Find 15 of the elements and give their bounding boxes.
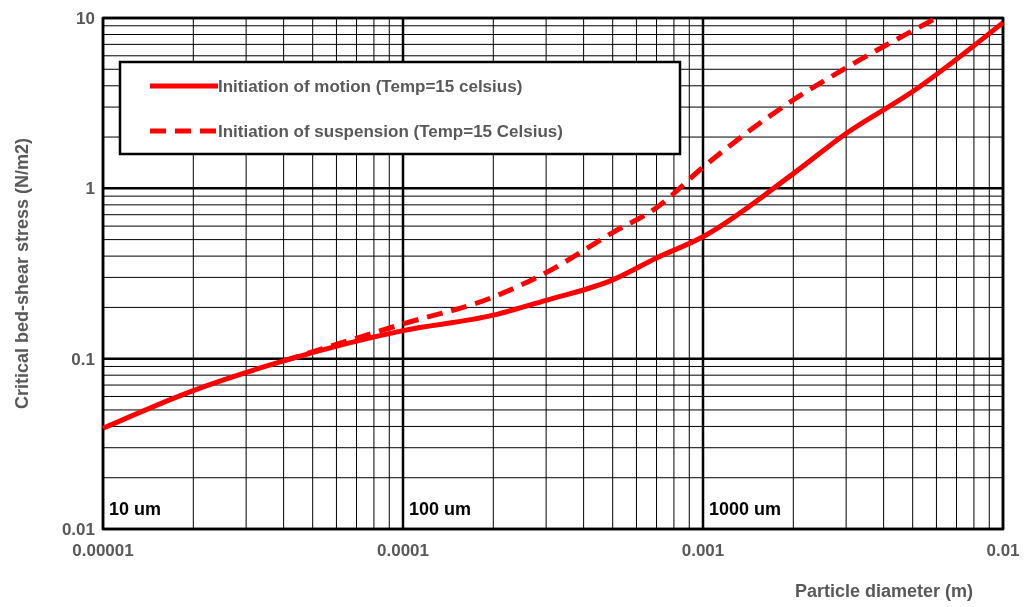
annotation: 100 um [409, 499, 472, 519]
legend-label: Initiation of suspension (Temp=15 Celsius) [218, 122, 563, 141]
y-tick-label: 0.01 [61, 520, 95, 539]
legend-label: Initiation of motion (Temp=15 celsius) [218, 77, 523, 96]
x-tick-label: 0.001 [681, 541, 725, 560]
x-tick-label: 0.0001 [377, 541, 429, 560]
x-tick-label: 0.00001 [72, 541, 134, 560]
x-tick-label: 0.01 [986, 541, 1020, 560]
y-tick-label: 1 [85, 179, 95, 199]
annotation: 10 um [109, 499, 162, 519]
y-tick-label: 0.1 [71, 349, 95, 369]
annotation: 1000 um [709, 499, 782, 519]
y-axis-title: Critical bed-shear stress (N/m2) [12, 137, 32, 410]
y-tick-label: 10 [76, 9, 95, 28]
x-axis-title: Particle diameter (m) [794, 581, 973, 601]
